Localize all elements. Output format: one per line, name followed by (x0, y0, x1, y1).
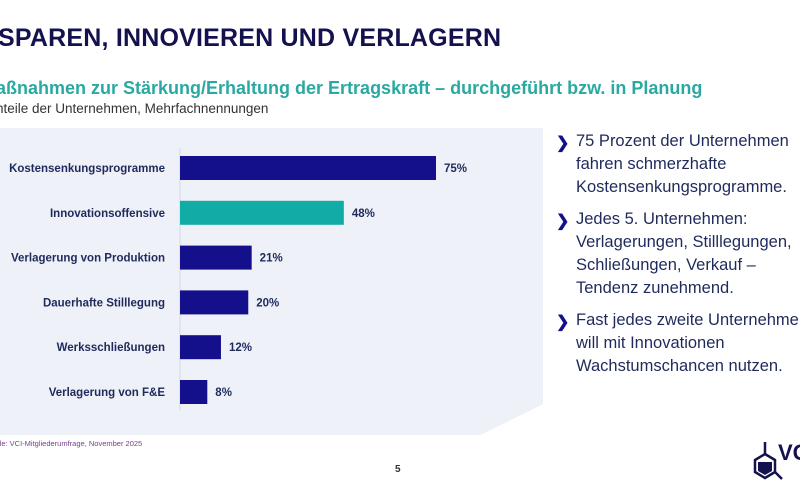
category-label: Kostensenkungsprogramme (9, 163, 165, 175)
bullet-text-line: Kostensenkungsprogramme. (576, 178, 787, 196)
bar (180, 335, 221, 360)
data-label: 21% (260, 253, 283, 265)
category-label: Werksschließungen (57, 342, 165, 354)
chevron-right-icon: ❯ (556, 314, 570, 331)
bar (180, 200, 344, 225)
chart-subtitle: aßnahmen zur Stärkung/Erhaltung der Ertr… (0, 78, 703, 98)
chevron-right-icon: ❯ (556, 213, 570, 230)
bar (180, 380, 208, 404)
logo-text: VCI (778, 440, 800, 465)
bar (180, 245, 252, 270)
bar-chart: Kostensenkungsprogramme 75% Innovationsoff… (9, 148, 467, 410)
bullet-text-line: 75 Prozent der Unternehmen (576, 132, 789, 150)
category-label: Innovationsoffensive (50, 208, 165, 220)
chevron-right-icon: ❯ (556, 135, 570, 152)
bullet-point: ❯ Jedes 5. Unternehmen: Verlagerungen, Sti… (556, 208, 800, 300)
bullet-text-line: will mit Innovationen (576, 334, 725, 352)
data-label: 8% (215, 387, 232, 399)
bullet-text-line: Wachstumschancen nutzen. (576, 357, 783, 375)
bullet-text-line: Tendenz zunehmend. (576, 279, 734, 297)
bullet-text-line: Verlagerungen, Stilllegungen, (576, 233, 792, 251)
data-label: 48% (352, 208, 375, 220)
bullet-text-line: Jedes 5. Unternehmen: (576, 210, 748, 228)
category-label: Verlagerung von Produktion (11, 253, 165, 265)
data-label: 75% (444, 163, 467, 175)
bullet-text-line: fahren schmerzhafte (576, 155, 727, 173)
bar (180, 290, 249, 315)
page-title: SPAREN, INNOVIEREN UND VERLAGERN (0, 24, 502, 52)
bullet-text-line: Fast jedes zweite Unternehmen (576, 311, 800, 329)
category-label: Verlagerung von F&E (49, 387, 166, 399)
bar (180, 156, 436, 180)
bullet-text-line: Schließungen, Verkauf – (576, 256, 756, 274)
source-note: lle: VCI-Mitgliederumfrage, November 202… (0, 439, 143, 448)
page-number: 5 (395, 464, 401, 475)
category-label: Dauerhafte Stilllegung (43, 297, 165, 309)
data-label: 20% (256, 297, 279, 309)
chart-note: nteile der Unternehmen, Mehrfachnennunge… (0, 101, 269, 116)
key-points: ❯ 75 Prozent der Unternehmen fahren schmer… (556, 130, 800, 387)
vci-logo-icon (753, 442, 783, 480)
bullet-point: ❯ 75 Prozent der Unternehmen fahren schmer… (556, 130, 800, 199)
bullet-point: ❯ Fast jedes zweite Unternehmen will mit I… (556, 309, 800, 378)
data-label: 12% (229, 342, 252, 354)
